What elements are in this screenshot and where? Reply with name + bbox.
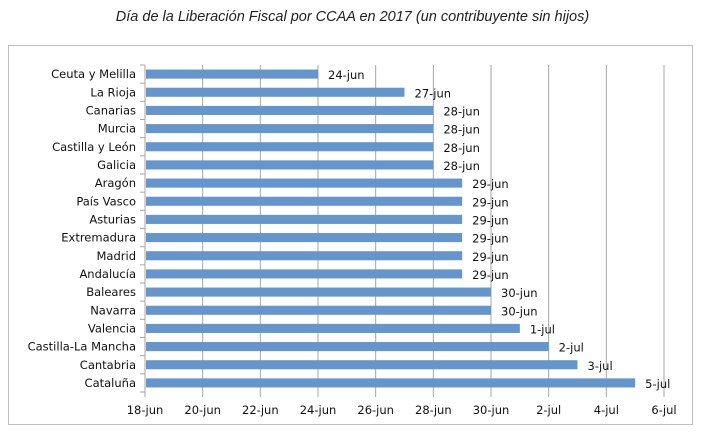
x-tick-label: 6-jul (651, 403, 676, 417)
category-label: Murcia (98, 122, 136, 136)
category-label: Canarias (86, 103, 136, 117)
chart-title: Día de la Liberación Fiscal por CCAA en … (115, 9, 590, 25)
x-tick-label: 4-jul (594, 403, 619, 417)
category-label: País Vasco (76, 194, 136, 208)
chart-frame (8, 45, 693, 425)
x-tick-label: 2-jul (536, 403, 561, 417)
x-tick-label: 26-jun (357, 403, 394, 417)
data-label: 28-jun (443, 123, 480, 137)
data-label: 29-jun (472, 177, 509, 191)
gridlines (202, 65, 665, 392)
labels: 18-jun 20-jun 22-jun 24-jun 26-jun 28-jun 30-j… (28, 67, 677, 417)
bar (146, 196, 463, 206)
bars (146, 69, 636, 388)
category-label: Valencia (88, 321, 136, 335)
bar (146, 105, 434, 115)
bar (146, 124, 434, 134)
x-tick-label: 24-jun (300, 403, 337, 417)
bar (146, 342, 549, 352)
bar (146, 178, 463, 188)
data-label: 3-jul (588, 359, 613, 373)
bar (146, 87, 405, 97)
bar (146, 323, 520, 333)
data-label: 1-jul (530, 322, 555, 336)
data-label: 28-jun (443, 141, 480, 155)
axes (140, 64, 665, 397)
category-label: Extremadura (61, 231, 136, 245)
data-label: 2-jul (559, 341, 584, 355)
data-label: 29-jun (472, 195, 509, 209)
x-tick-label: 30-jun (473, 403, 510, 417)
bar (146, 378, 636, 388)
category-label: La Rioja (90, 85, 136, 99)
category-label: Ceuta y Melilla (51, 67, 136, 81)
bar (146, 360, 578, 370)
x-tick-label: 28-jun (415, 403, 452, 417)
bar (146, 214, 463, 224)
data-label: 28-jun (443, 159, 480, 173)
category-label: Cantabria (80, 358, 136, 372)
data-label: 28-jun (443, 104, 480, 118)
data-label: 27-jun (415, 86, 452, 100)
category-label: Navarra (90, 303, 136, 317)
category-label: Asturias (89, 212, 136, 226)
data-label: 29-jun (472, 268, 509, 282)
bar (146, 142, 434, 152)
data-label: 5-jul (645, 377, 670, 391)
bar (146, 287, 491, 297)
bar (146, 305, 491, 315)
bar (146, 233, 463, 243)
category-label: Castilla-La Mancha (28, 340, 136, 354)
data-label: 30-jun (501, 286, 538, 300)
category-label: Cataluña (85, 376, 136, 390)
category-label: Andalucía (79, 267, 136, 281)
bar (146, 160, 434, 170)
bar (146, 69, 318, 79)
category-label: Baleares (86, 285, 136, 299)
x-tick-label: 22-jun (242, 403, 279, 417)
bar (146, 269, 463, 279)
category-label: Galicia (97, 158, 136, 172)
category-label: Castilla y León (52, 140, 136, 154)
data-label: 29-jun (472, 232, 509, 246)
x-tick-label: 20-jun (184, 403, 221, 417)
bar (146, 251, 463, 261)
category-label: Aragón (95, 176, 136, 190)
category-label: Madrid (97, 249, 137, 263)
data-label: 29-jun (472, 250, 509, 264)
data-label: 24-jun (328, 68, 365, 82)
data-label: 30-jun (501, 304, 538, 318)
data-label: 29-jun (472, 213, 509, 227)
x-tick-label: 18-jun (127, 403, 164, 417)
